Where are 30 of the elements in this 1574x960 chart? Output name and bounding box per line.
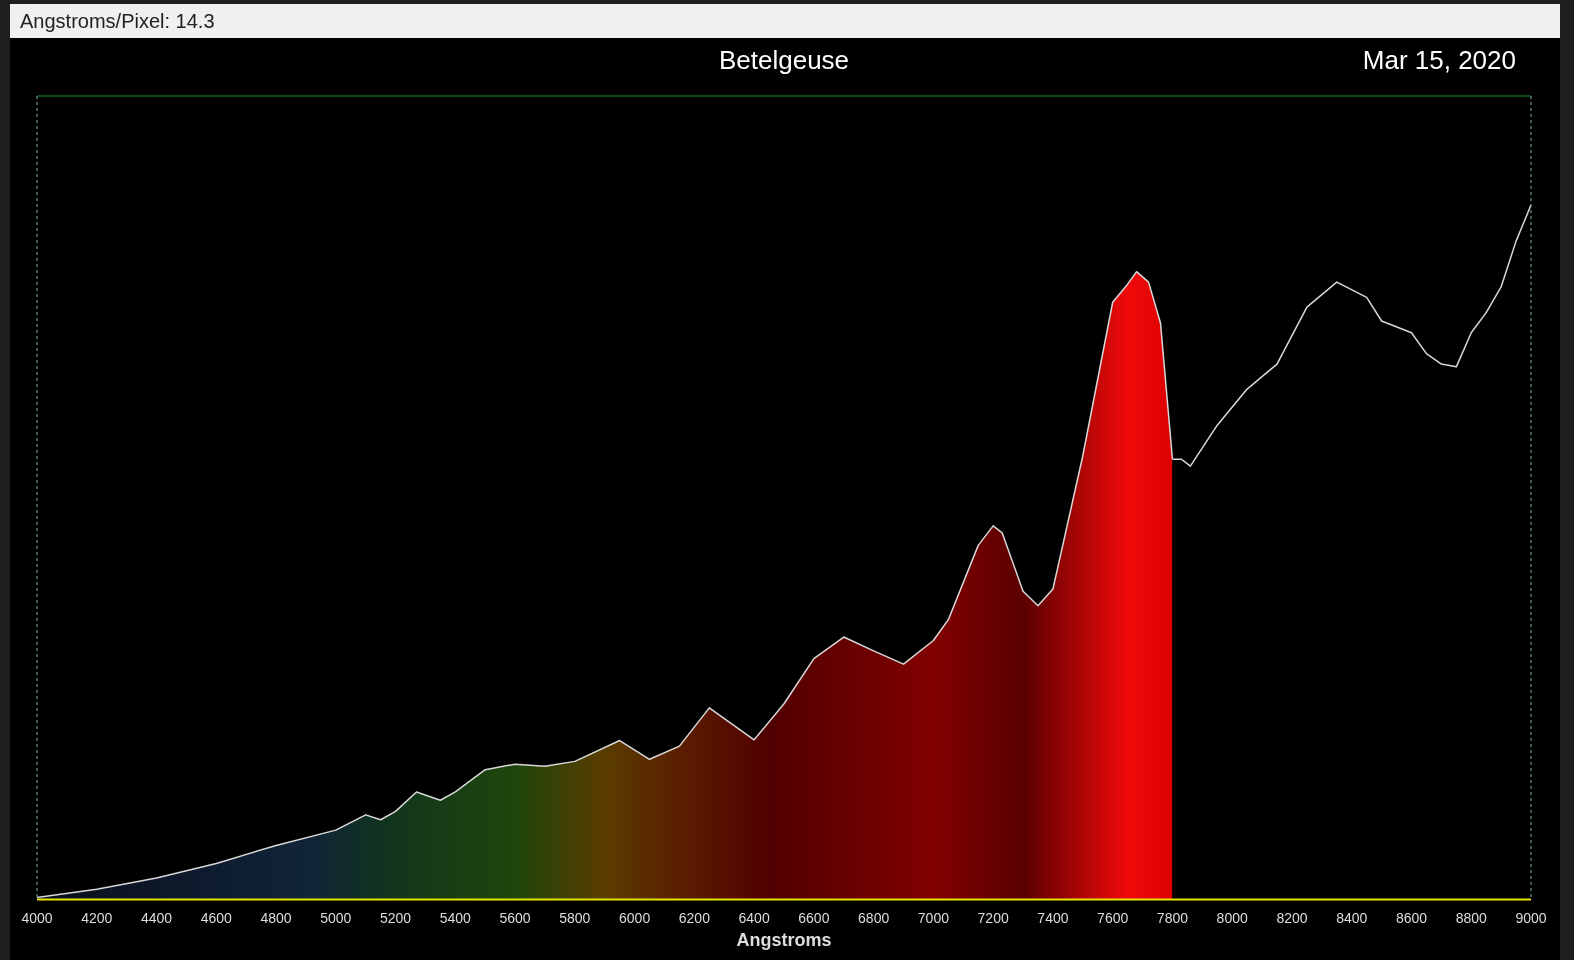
chart-title: Betelgeuse <box>718 45 850 76</box>
x-tick-label: 4400 <box>140 909 173 926</box>
x-tick-label: 7600 <box>1097 909 1129 926</box>
x-tick-label: 4800 <box>260 909 292 926</box>
x-tick-label: 6000 <box>619 909 651 926</box>
x-tick-label: 6800 <box>858 909 890 926</box>
x-tick-label: 8400 <box>1336 909 1368 926</box>
x-axis-title: Angstroms <box>736 930 832 951</box>
x-tick-label: 4600 <box>200 909 233 926</box>
x-tick-label: 5600 <box>499 909 531 926</box>
x-tick-label: 8200 <box>1276 909 1308 926</box>
x-tick-label: 8800 <box>1455 909 1488 926</box>
x-tick-label: 4000 <box>21 909 53 926</box>
x-tick-label: 9000 <box>1515 909 1547 926</box>
x-tick-label: 7800 <box>1156 909 1189 926</box>
x-tick-label: 6600 <box>798 909 830 926</box>
x-tick-label: 8000 <box>1216 909 1248 926</box>
x-tick-label: 5200 <box>379 909 412 926</box>
x-tick-label: 5400 <box>439 909 472 926</box>
x-tick-label: 6200 <box>678 909 711 926</box>
x-tick-label: 4200 <box>81 909 113 926</box>
x-tick-label: 7400 <box>1037 909 1069 926</box>
x-tick-label: 7200 <box>977 909 1009 926</box>
x-tick-label: 5000 <box>320 909 352 926</box>
x-tick-label: 7000 <box>917 909 950 926</box>
x-tick-label: 8600 <box>1395 909 1428 926</box>
x-tick-label: 6400 <box>738 909 770 926</box>
text: Mar 15, 2020 <box>1362 45 1516 76</box>
x-tick-label: 5800 <box>559 909 591 926</box>
text: Angstroms/Pixel: 14.3 <box>10 4 1560 38</box>
